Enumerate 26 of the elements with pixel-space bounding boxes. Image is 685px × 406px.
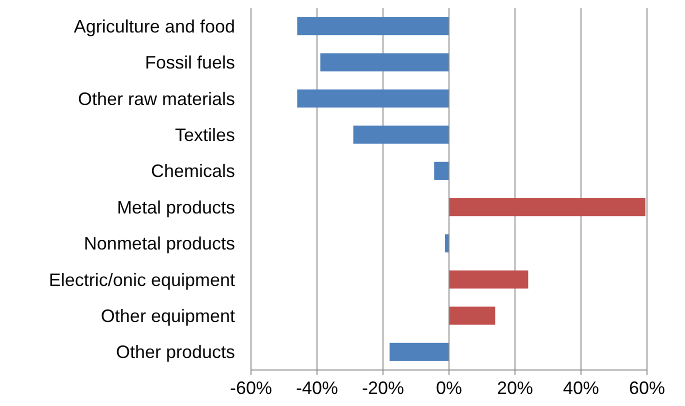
y-tick-label: Electric/onic equipment: [48, 270, 235, 290]
x-tick-label: -60%: [230, 378, 272, 398]
y-tick-label: Other equipment: [100, 306, 235, 326]
x-tick-label: 60%: [628, 378, 666, 398]
bar: [320, 53, 449, 72]
x-tick-label: 40%: [562, 378, 600, 398]
bar: [297, 17, 449, 36]
y-tick-label: Nonmetal products: [84, 234, 235, 254]
y-tick-label: Chemicals: [150, 161, 235, 182]
y-tick-label: Textiles: [174, 125, 235, 145]
x-tick-label: -20%: [362, 378, 404, 398]
bar: [449, 270, 528, 289]
y-tick-label: Agriculture and food: [74, 16, 235, 36]
y-tick-label: Other raw materials: [78, 88, 235, 109]
bar: [390, 342, 449, 361]
y-tick-label: Metal products: [116, 197, 235, 218]
bar: [434, 162, 449, 180]
y-tick-label: Fossil fuels: [144, 52, 235, 73]
bar: [449, 198, 646, 216]
bar: [297, 89, 449, 108]
bar: [353, 126, 449, 144]
x-tick-label: 20%: [496, 378, 534, 398]
x-tick-label: 0%: [436, 378, 462, 398]
y-tick-label: Other products: [116, 342, 235, 362]
bar: [449, 306, 496, 325]
x-tick-label: -40%: [296, 378, 338, 398]
